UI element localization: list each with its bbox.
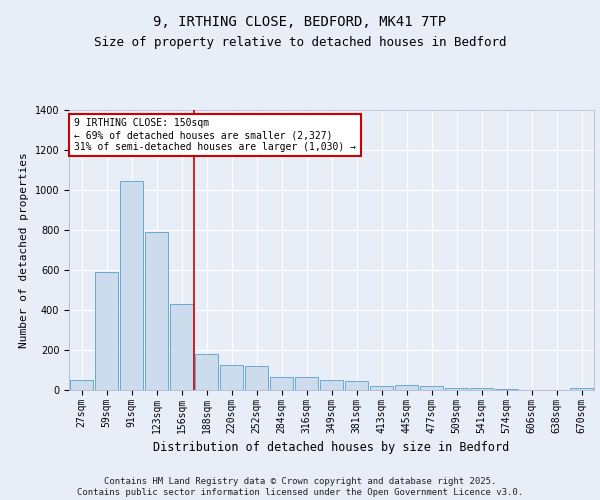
Bar bbox=[119, 181, 143, 390]
Bar bbox=[194, 354, 218, 390]
Y-axis label: Number of detached properties: Number of detached properties bbox=[19, 152, 29, 348]
Bar bbox=[370, 386, 394, 390]
Bar bbox=[269, 377, 293, 390]
Bar bbox=[445, 388, 469, 390]
Bar bbox=[569, 388, 593, 390]
Text: Contains public sector information licensed under the Open Government Licence v3: Contains public sector information licen… bbox=[77, 488, 523, 497]
X-axis label: Distribution of detached houses by size in Bedford: Distribution of detached houses by size … bbox=[154, 441, 509, 454]
Bar bbox=[494, 389, 518, 390]
Bar bbox=[295, 377, 319, 390]
Text: 9, IRTHING CLOSE, BEDFORD, MK41 7TP: 9, IRTHING CLOSE, BEDFORD, MK41 7TP bbox=[154, 16, 446, 30]
Bar bbox=[395, 385, 418, 390]
Bar bbox=[320, 380, 343, 390]
Bar bbox=[220, 365, 244, 390]
Bar bbox=[344, 381, 368, 390]
Text: 9 IRTHING CLOSE: 150sqm
← 69% of detached houses are smaller (2,327)
31% of semi: 9 IRTHING CLOSE: 150sqm ← 69% of detache… bbox=[74, 118, 356, 152]
Bar bbox=[70, 380, 94, 390]
Text: Size of property relative to detached houses in Bedford: Size of property relative to detached ho… bbox=[94, 36, 506, 49]
Bar bbox=[470, 388, 493, 390]
Text: Contains HM Land Registry data © Crown copyright and database right 2025.: Contains HM Land Registry data © Crown c… bbox=[104, 476, 496, 486]
Bar bbox=[170, 304, 193, 390]
Bar bbox=[245, 366, 268, 390]
Bar bbox=[419, 386, 443, 390]
Bar bbox=[95, 272, 118, 390]
Bar bbox=[145, 232, 169, 390]
